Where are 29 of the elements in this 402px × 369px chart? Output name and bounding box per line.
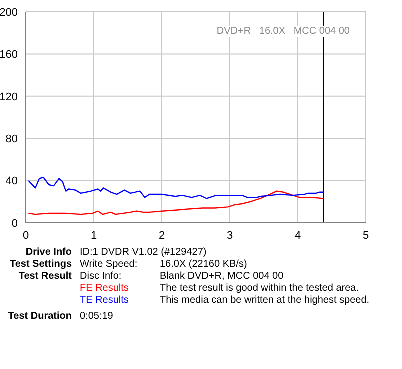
y-tick-label: 200	[0, 6, 18, 19]
text: Write Speed:	[80, 259, 139, 270]
text: Test Settings	[8, 259, 73, 270]
text: Disc Info:	[80, 271, 123, 282]
y-tick-label: 80	[6, 134, 18, 146]
text: FE Results	[80, 283, 130, 294]
text: Blank DVD+R, MCC 004 00	[160, 271, 285, 282]
y-tick-label: 0	[12, 218, 18, 230]
line-series	[28, 177, 324, 200]
text: 16.0X (22160 KB/s)	[160, 259, 248, 270]
y-tick-label: 160	[0, 49, 18, 62]
text: Test Result	[18, 271, 73, 282]
text: The test result is good within the tested area.	[160, 283, 360, 294]
text: Test Duration	[7, 311, 73, 322]
text: TE Results	[80, 295, 130, 306]
y-tick-label: 120	[0, 91, 18, 104]
text: This media can be written at the highest speed.	[160, 295, 371, 306]
line-series	[28, 190, 324, 216]
y-tick-label: 40	[6, 176, 18, 188]
x-tick-label: 4	[294, 230, 302, 242]
x-tick-label: 1	[90, 230, 98, 242]
text: ID:1 DVDR V1.02 (#129427)	[80, 247, 208, 258]
annotation: DVD+R 16.0X MCC 004 00	[216, 26, 350, 37]
text: Drive Info	[24, 247, 73, 258]
x-tick-label: 2	[158, 230, 166, 242]
x-tick-label: 3	[226, 230, 234, 242]
text: 0:05:19	[80, 311, 114, 322]
x-tick-label: 5	[362, 230, 370, 242]
x-tick-label: 0	[22, 230, 30, 242]
